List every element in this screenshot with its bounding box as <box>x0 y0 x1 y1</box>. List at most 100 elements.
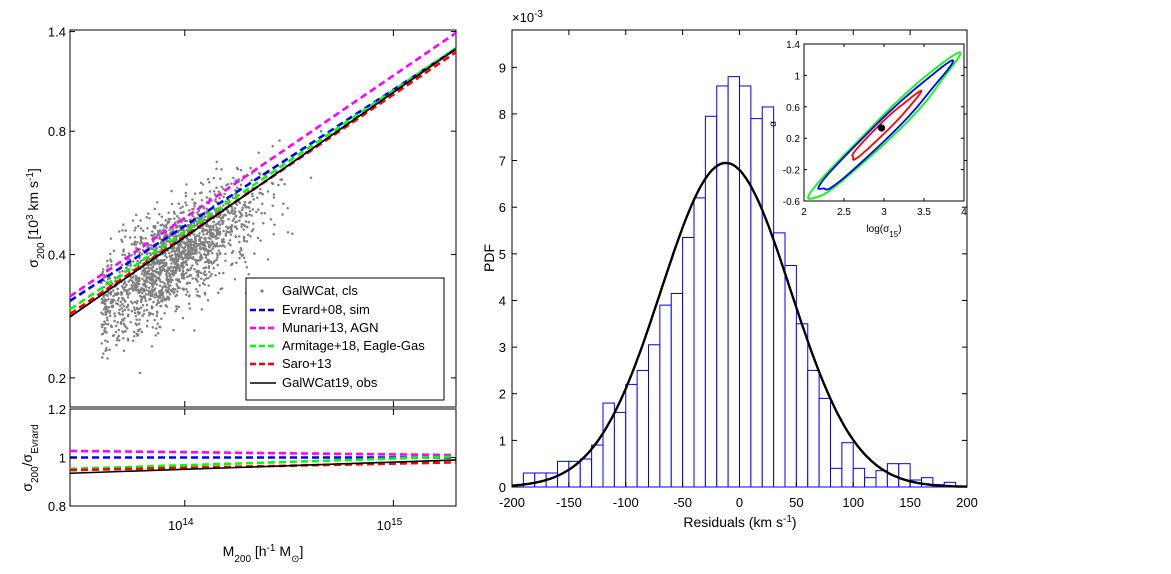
scatter-point <box>195 211 199 214</box>
scatter-point <box>135 318 138 321</box>
scatter-point <box>212 176 216 180</box>
scatter-point <box>213 193 217 196</box>
scatter-point <box>136 241 139 244</box>
scatter-point <box>225 208 229 212</box>
scatter-point <box>155 270 159 274</box>
scatter-point <box>112 294 115 298</box>
ratio-y-ticks: 0.8 1 1.2 <box>48 402 456 514</box>
scatter-point <box>224 252 227 256</box>
scatter-point <box>173 265 176 268</box>
scatter-point <box>134 213 138 217</box>
scatter-point <box>126 338 130 342</box>
histogram-panel: 0 1 2 3 4 5 6 7 8 9 -200 -150 -100 -50 0 50 100 150 200 ×… <box>481 9 978 531</box>
scatter-point <box>168 252 171 255</box>
scatter-point <box>165 270 169 274</box>
scatter-point <box>181 316 185 320</box>
scatter-point <box>154 275 157 278</box>
legend-label: GalWCat, cls <box>282 283 358 298</box>
scatter-point <box>169 269 173 272</box>
scatter-point <box>181 269 185 272</box>
scatter-point <box>201 230 205 234</box>
scatter-point <box>121 302 124 306</box>
scatter-point <box>129 276 133 279</box>
scatter-point <box>161 280 165 284</box>
scatter-point <box>238 219 241 222</box>
scatter-point <box>231 249 235 253</box>
scatter-point <box>106 319 109 322</box>
scatter-point <box>168 228 171 232</box>
inset-x-label: log(σ15) <box>866 224 901 239</box>
y-tick-label: 6 <box>499 200 506 215</box>
scatter-point <box>184 254 188 257</box>
scatter-point <box>243 201 247 204</box>
scatter-point <box>241 206 244 209</box>
scatter-point <box>229 226 233 230</box>
scatter-point <box>241 253 245 257</box>
scatter-point <box>188 307 192 310</box>
scatter-point <box>210 231 213 234</box>
scatter-point <box>101 356 104 359</box>
scatter-point <box>139 306 143 309</box>
y-tick-label: 0.8 <box>48 124 66 139</box>
scatter-point <box>151 273 155 276</box>
legend-item-armitage: Armitage+18, Eagle-Gas <box>250 338 425 353</box>
scatter-point <box>218 272 221 275</box>
scatter-point <box>207 236 210 240</box>
ratio-line <box>69 459 457 475</box>
scatter-point <box>141 277 144 280</box>
scatter-point <box>195 278 198 281</box>
scatter-point <box>184 191 188 195</box>
scatter-point <box>248 213 251 216</box>
scatter-point <box>206 210 210 214</box>
scatter-point <box>212 189 216 193</box>
scatter-point <box>173 262 177 266</box>
legend-item-saro: Saro+13 <box>250 356 332 371</box>
scatter-point <box>259 239 262 242</box>
scatter-x-ticks <box>184 30 394 407</box>
scatter-point <box>238 250 241 254</box>
scatter-point <box>137 224 140 228</box>
scatter-point <box>113 314 117 318</box>
scatter-point <box>184 271 188 275</box>
scatter-point <box>104 339 107 342</box>
scatter-point <box>159 266 162 269</box>
scatter-point <box>123 317 126 320</box>
scatter-point <box>174 310 177 313</box>
scatter-point <box>133 311 137 315</box>
scatter-point <box>158 263 161 266</box>
scatter-point <box>225 230 228 233</box>
scatter-point <box>172 328 175 332</box>
scatter-point <box>177 277 180 281</box>
y-tick-label: 1 <box>499 433 506 448</box>
scatter-point <box>163 269 167 273</box>
scatter-point <box>191 264 194 267</box>
scatter-point <box>182 246 186 250</box>
scatter-point <box>138 371 142 375</box>
scatter-point <box>102 301 106 305</box>
scatter-point <box>158 213 161 216</box>
scatter-point <box>139 239 143 243</box>
scatter-point <box>199 245 202 249</box>
legend-label: Armitage+18, Eagle-Gas <box>282 338 425 353</box>
scatter-point <box>176 215 179 218</box>
scatter-point <box>155 310 159 314</box>
scatter-point <box>156 231 160 235</box>
scatter-point <box>230 263 233 267</box>
scatter-point <box>116 320 119 324</box>
scatter-point <box>101 268 105 271</box>
scatter-point <box>140 272 144 276</box>
scatter-point <box>185 293 188 296</box>
scatter-point <box>223 245 226 248</box>
scatter-point <box>200 277 203 280</box>
scatter-point <box>122 223 125 226</box>
scatter-point <box>207 225 210 228</box>
scatter-point <box>214 229 217 232</box>
scatter-point <box>149 294 152 297</box>
scatter-point <box>261 202 264 206</box>
scatter-point <box>146 280 149 284</box>
scatter-point <box>144 283 147 286</box>
scatter-point <box>153 233 156 236</box>
scatter-point <box>199 247 203 251</box>
scatter-point <box>109 324 113 327</box>
scatter-point <box>143 297 147 300</box>
